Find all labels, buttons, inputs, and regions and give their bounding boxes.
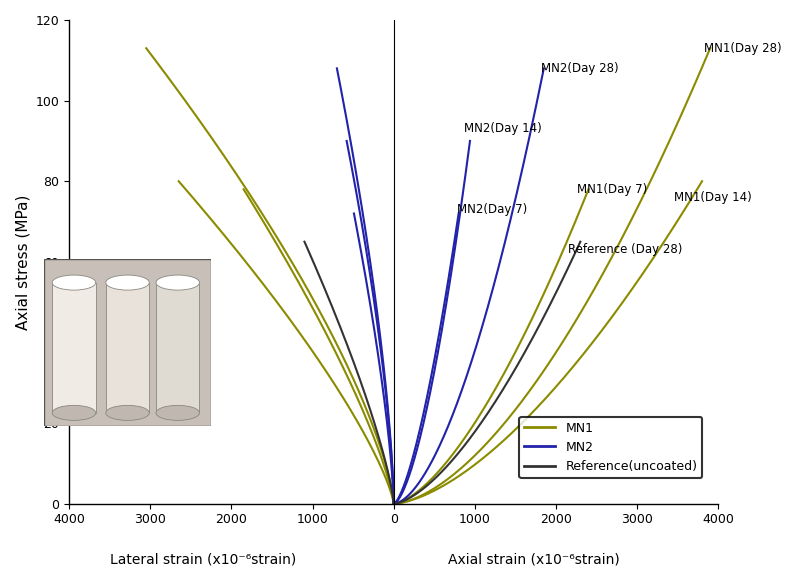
Ellipse shape (156, 275, 199, 290)
Text: MN1(Day 28): MN1(Day 28) (704, 41, 781, 55)
Text: Axial strain (x10⁻⁶strain): Axial strain (x10⁻⁶strain) (448, 552, 620, 566)
Bar (52, 283, 96, 413)
Ellipse shape (53, 406, 96, 420)
Ellipse shape (53, 275, 96, 290)
Ellipse shape (106, 275, 149, 290)
Legend: MN1, MN2, Reference(uncoated): MN1, MN2, Reference(uncoated) (519, 416, 702, 478)
Bar (106, 283, 149, 413)
Ellipse shape (156, 406, 199, 420)
Text: MN2(Day 7): MN2(Day 7) (457, 203, 528, 216)
Text: MN1(Day 14): MN1(Day 14) (673, 191, 752, 204)
Text: MN2(Day 28): MN2(Day 28) (541, 62, 619, 75)
Text: Reference (Day 28): Reference (Day 28) (568, 243, 682, 256)
Bar (156, 283, 199, 413)
Ellipse shape (106, 406, 149, 420)
Y-axis label: Axial stress (MPa): Axial stress (MPa) (15, 194, 30, 329)
Text: Lateral strain (x10⁻⁶strain): Lateral strain (x10⁻⁶strain) (110, 552, 296, 566)
Text: MN1(Day 7): MN1(Day 7) (577, 183, 647, 196)
Text: MN2(Day 14): MN2(Day 14) (465, 122, 542, 135)
